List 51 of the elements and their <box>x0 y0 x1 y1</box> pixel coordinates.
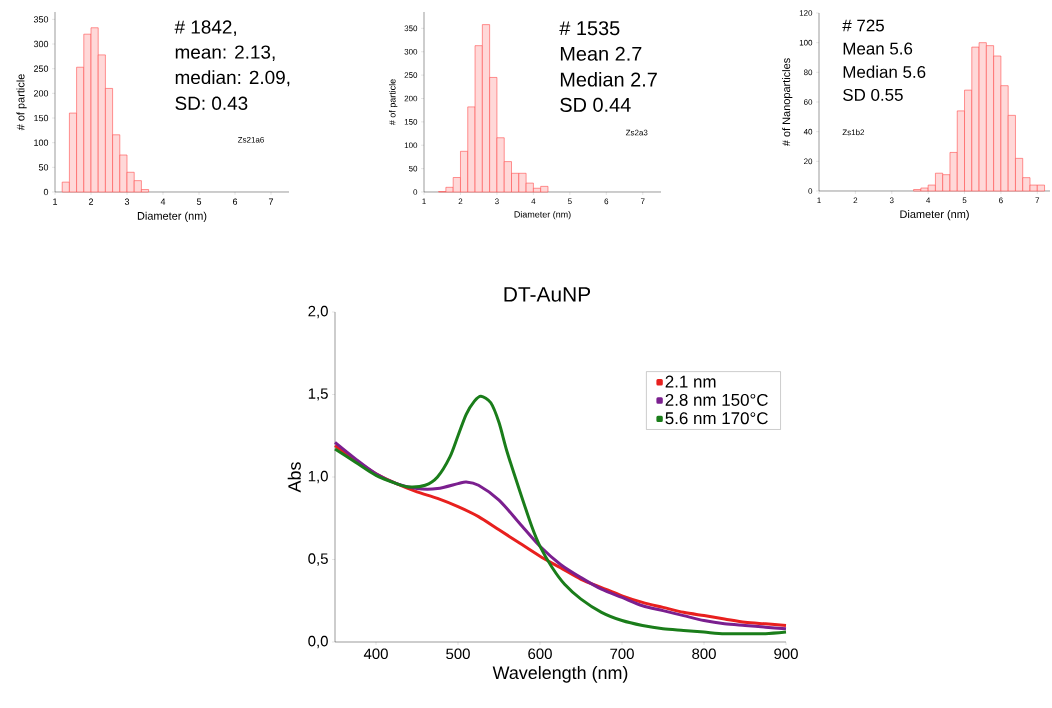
legend-label: 2.8 nm 150°C <box>665 393 768 406</box>
annotation: Median 5.6 <box>843 65 926 78</box>
x-tick-label: 700 <box>610 648 634 660</box>
y-tick-label: 150 <box>34 114 49 122</box>
chart-title: DT-AuNP <box>504 287 591 302</box>
y-axis-title: # of particle <box>388 79 398 126</box>
line-series <box>333 394 788 636</box>
x-tick-label: 6 <box>232 198 238 205</box>
y-axis-title: # of Nanoparticles <box>782 58 793 147</box>
annotation: mean: 2.13, <box>175 45 275 62</box>
y-tick-label: 350 <box>33 16 49 23</box>
annotation: Mean 5.6 <box>843 42 913 55</box>
x-axis-title: Diameter (nm) <box>137 211 207 222</box>
annotation: Mean 2.7 <box>560 46 642 61</box>
annotation: # 1842, <box>174 20 236 37</box>
y-tick-label: 250 <box>33 65 49 72</box>
y-tick-label: 0,0 <box>308 635 328 649</box>
x-tick-label: 7 <box>268 198 274 205</box>
y-tick-label: 0,5 <box>308 553 328 566</box>
x-axis-title: Wavelength (nm) <box>492 665 628 683</box>
x-tick-label: 1 <box>53 198 58 205</box>
y-tick-label: 1,0 <box>308 470 328 484</box>
x-tick-label: 600 <box>528 648 552 660</box>
annotation: Median 2.7 <box>560 72 657 87</box>
annotation: median: 2.09, <box>175 70 290 87</box>
y-axis-title: # of particle <box>16 74 27 131</box>
annotation: # 1535 <box>559 21 620 36</box>
x-tick-label: 400 <box>363 648 388 660</box>
annotation: SD 0.44 <box>560 97 631 112</box>
legend-label: 5.6 nm 170°C <box>665 412 768 425</box>
x-tick-label: 500 <box>446 648 470 660</box>
annotation: # 725 <box>842 19 884 32</box>
y-tick-label: 50 <box>38 164 49 171</box>
x-tick-label: 4 <box>160 198 166 205</box>
x-tick-label: 900 <box>774 648 798 660</box>
annotation: SD 0.55 <box>843 88 903 101</box>
x-tick-label: 3 <box>124 198 130 205</box>
y-tick-label: 300 <box>33 40 49 48</box>
y-tick-label: 200 <box>33 90 49 97</box>
x-axis-title: Diameter (nm) <box>900 210 969 221</box>
x-tick-label: 5 <box>196 198 202 205</box>
y-tick-label: 2,0 <box>308 305 328 319</box>
annotation: SD: 0.43 <box>175 96 248 110</box>
y-tick-label: 1,5 <box>308 388 328 401</box>
y-tick-label: 100 <box>34 139 49 146</box>
x-axis-title: Diameter (nm) <box>514 210 571 220</box>
x-tick-label: 2 <box>88 198 94 205</box>
y-tick-label: 0 <box>43 188 49 196</box>
y-axis-title: Abs <box>287 462 301 493</box>
x-tick-label: 800 <box>692 648 716 660</box>
legend-label: 2.1 nm <box>665 375 716 388</box>
